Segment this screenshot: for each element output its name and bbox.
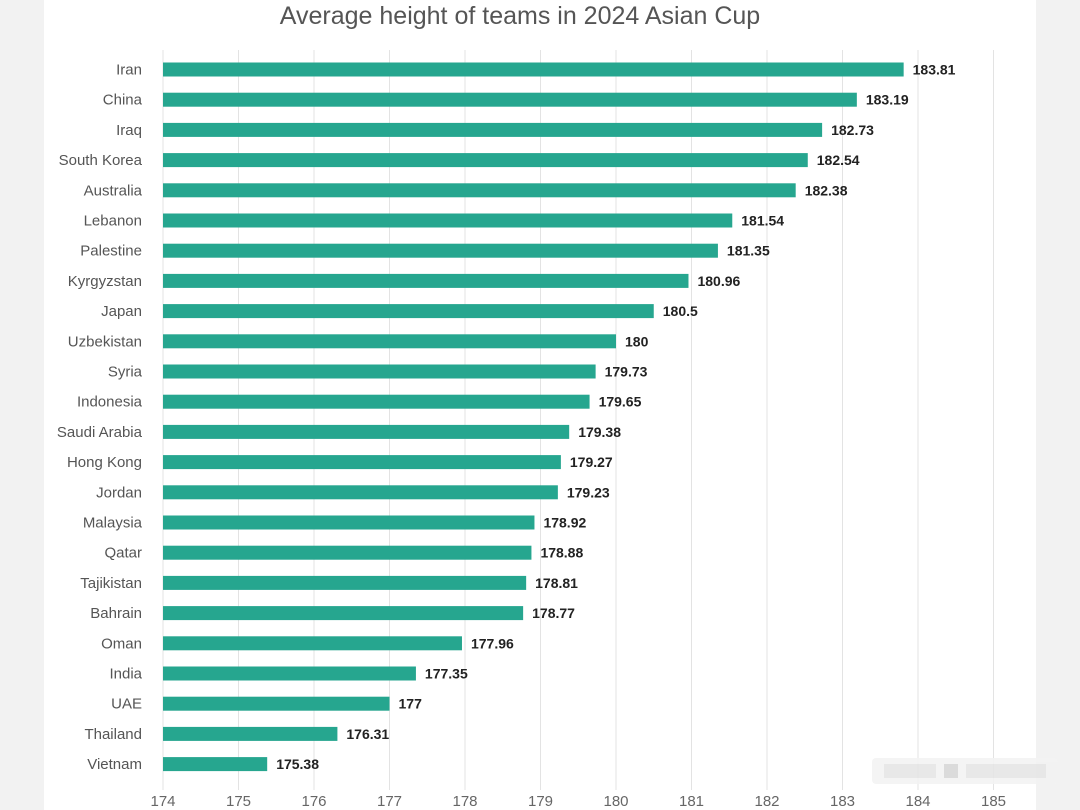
bar	[163, 153, 808, 168]
data-label: 178.77	[532, 605, 575, 621]
bar	[163, 394, 590, 409]
data-label: 179.27	[570, 454, 613, 470]
category-label: China	[103, 92, 143, 109]
bar	[163, 273, 689, 288]
chart-title: Average height of teams in 2024 Asian Cu…	[279, 2, 761, 30]
category-label: Kyrgyzstan	[68, 273, 142, 290]
bar	[163, 726, 338, 741]
bar	[163, 666, 416, 681]
x-tick-label: 184	[905, 793, 930, 810]
bar	[163, 304, 654, 319]
category-label: Hong Kong	[67, 454, 142, 471]
category-label: Japan	[101, 303, 142, 320]
x-tick-label: 181	[679, 793, 704, 810]
data-label: 180	[625, 333, 649, 349]
category-label: Malaysia	[83, 515, 143, 532]
bar	[163, 575, 527, 590]
labels: 174 175 176 177 178 179 180 181 182 183 184 185 Iran…	[57, 62, 1006, 810]
data-label: 177.96	[471, 635, 514, 651]
data-label: 182.73	[831, 122, 874, 138]
bar	[163, 485, 558, 500]
x-tick-label: 180	[603, 793, 628, 810]
data-label: 179.38	[578, 424, 621, 440]
category-label: Vietnam	[87, 756, 142, 773]
bars	[163, 62, 904, 772]
category-label: India	[109, 666, 142, 683]
data-label: 177	[399, 696, 423, 712]
category-label: Palestine	[80, 243, 142, 260]
bar	[163, 213, 733, 228]
x-tick-label: 179	[528, 793, 553, 810]
category-label: UAE	[111, 696, 142, 713]
bar	[163, 606, 524, 621]
bar	[163, 757, 268, 772]
data-label: 180.96	[697, 273, 740, 289]
data-label: 178.81	[535, 575, 578, 591]
x-tick-label: 177	[377, 793, 402, 810]
x-tick-label: 175	[226, 793, 251, 810]
x-tick-label: 182	[754, 793, 779, 810]
category-label: Saudi Arabia	[57, 424, 143, 441]
x-tick-label: 185	[981, 793, 1006, 810]
category-label: Syria	[108, 364, 143, 381]
data-label: 175.38	[276, 756, 319, 772]
category-label: Bahrain	[90, 605, 142, 622]
category-label: Indonesia	[77, 394, 143, 411]
bar	[163, 545, 532, 560]
data-label: 179.65	[599, 394, 642, 410]
data-label: 179.23	[567, 484, 610, 500]
data-label: 177.35	[425, 666, 468, 682]
watermark	[872, 758, 1058, 784]
category-label: Oman	[101, 635, 142, 652]
category-label: Thailand	[84, 726, 142, 743]
x-tick-label: 178	[452, 793, 477, 810]
data-label: 178.88	[540, 545, 583, 561]
category-label: South Korea	[59, 152, 143, 169]
category-label: Australia	[84, 182, 143, 199]
category-label: Tajikistan	[80, 575, 142, 592]
bar	[163, 92, 857, 107]
watermark-block	[966, 764, 1046, 778]
category-label: Qatar	[104, 545, 142, 562]
data-label: 179.73	[605, 364, 648, 380]
data-label: 180.5	[663, 303, 698, 319]
data-label: 178.92	[543, 515, 586, 531]
watermark-block	[944, 764, 958, 778]
x-tick-label: 176	[301, 793, 326, 810]
bar	[163, 334, 616, 349]
data-label: 182.38	[805, 182, 848, 198]
bar	[163, 62, 904, 77]
category-label: Jordan	[96, 484, 142, 501]
data-label: 182.54	[817, 152, 860, 168]
bar	[163, 636, 462, 651]
category-label: Lebanon	[84, 213, 142, 230]
x-tick-label: 174	[150, 793, 175, 810]
data-label: 183.81	[913, 62, 956, 78]
x-tick-label: 183	[830, 793, 855, 810]
category-label: Iran	[116, 62, 142, 79]
category-label: Uzbekistan	[68, 333, 142, 350]
watermark-block	[884, 764, 936, 778]
bar	[163, 424, 570, 439]
bar	[163, 122, 823, 137]
bar	[163, 183, 796, 198]
data-label: 183.19	[866, 92, 909, 108]
data-label: 176.31	[346, 726, 389, 742]
category-label: Iraq	[116, 122, 142, 139]
data-label: 181.54	[741, 213, 784, 229]
bar	[163, 364, 596, 379]
data-label: 181.35	[727, 243, 770, 259]
bar	[163, 696, 390, 711]
bar	[163, 243, 718, 258]
bar	[163, 455, 561, 470]
bar	[163, 515, 535, 530]
